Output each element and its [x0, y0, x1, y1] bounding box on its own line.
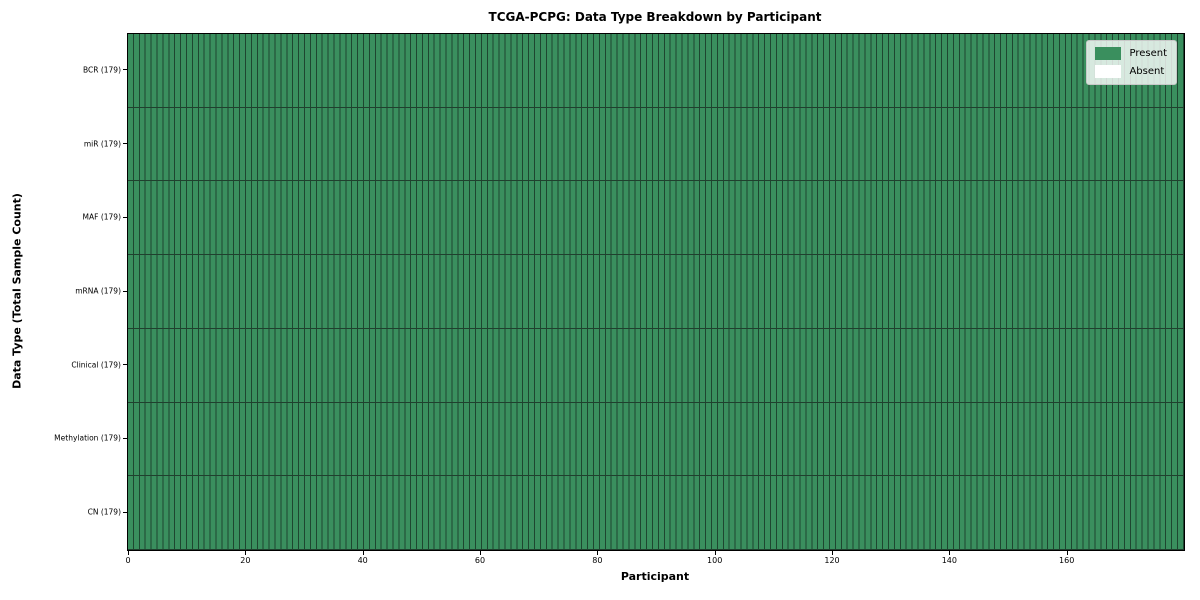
- x-tick-label: 40: [357, 556, 368, 565]
- y-tick-mark: [123, 364, 127, 366]
- y-tick-label: mRNA (179): [75, 286, 121, 296]
- y-tick-mark: [123, 69, 127, 71]
- x-tick-label: 160: [1059, 556, 1075, 565]
- x-tick-mark: [597, 550, 599, 555]
- legend-label-present: Present: [1129, 48, 1167, 59]
- legend-swatch-absent-icon: [1095, 65, 1122, 78]
- y-tick-mark: [123, 216, 127, 218]
- x-tick-mark: [949, 550, 951, 555]
- chart-title: TCGA-PCPG: Data Type Breakdown by Partic…: [488, 10, 822, 24]
- heatmap-row: [128, 107, 1184, 182]
- y-tick-mark: [123, 437, 127, 439]
- heatmap-row: [128, 34, 1184, 108]
- x-tick-mark: [1066, 550, 1068, 555]
- x-tick-mark: [362, 550, 364, 555]
- heatmap-row: [128, 402, 1184, 477]
- y-tick-mark: [123, 511, 127, 513]
- legend: Present Absent: [1086, 40, 1177, 85]
- x-tick-mark: [245, 550, 247, 555]
- x-tick-label: 120: [824, 556, 840, 565]
- legend-item-absent: Absent: [1095, 65, 1167, 78]
- x-tick-label: 60: [474, 556, 486, 565]
- legend-swatch-present-icon: [1095, 47, 1122, 60]
- x-tick-label: 80: [592, 556, 603, 565]
- heatmap-row: [128, 328, 1184, 403]
- heatmap-row: [128, 255, 1184, 329]
- x-axis-label: Participant: [620, 570, 690, 583]
- y-tick-label: CN (179): [87, 507, 121, 517]
- y-tick-mark: [123, 290, 127, 292]
- x-tick-label: 140: [941, 556, 957, 565]
- x-tick-mark: [714, 550, 716, 555]
- y-tick-label: miR (179): [83, 139, 121, 149]
- x-tick-label: 100: [707, 556, 723, 565]
- x-tick-label: 0: [125, 556, 131, 565]
- plot-area: Present Absent: [127, 33, 1185, 551]
- y-tick-label: MAF (179): [82, 212, 121, 222]
- y-tick-label: Methylation (179): [54, 433, 121, 443]
- y-tick-label: BCR (179): [82, 65, 121, 75]
- legend-label-absent: Absent: [1129, 66, 1165, 77]
- heatmap-row: [128, 476, 1184, 551]
- legend-item-present: Present: [1095, 47, 1167, 60]
- y-tick-label: Clinical (179): [71, 360, 121, 370]
- x-tick-mark: [480, 550, 481, 555]
- heatmap-row: [128, 181, 1184, 256]
- x-tick-mark: [128, 550, 129, 555]
- x-tick-label: 20: [240, 556, 251, 565]
- y-tick-mark: [123, 143, 127, 145]
- x-tick-mark: [832, 550, 833, 555]
